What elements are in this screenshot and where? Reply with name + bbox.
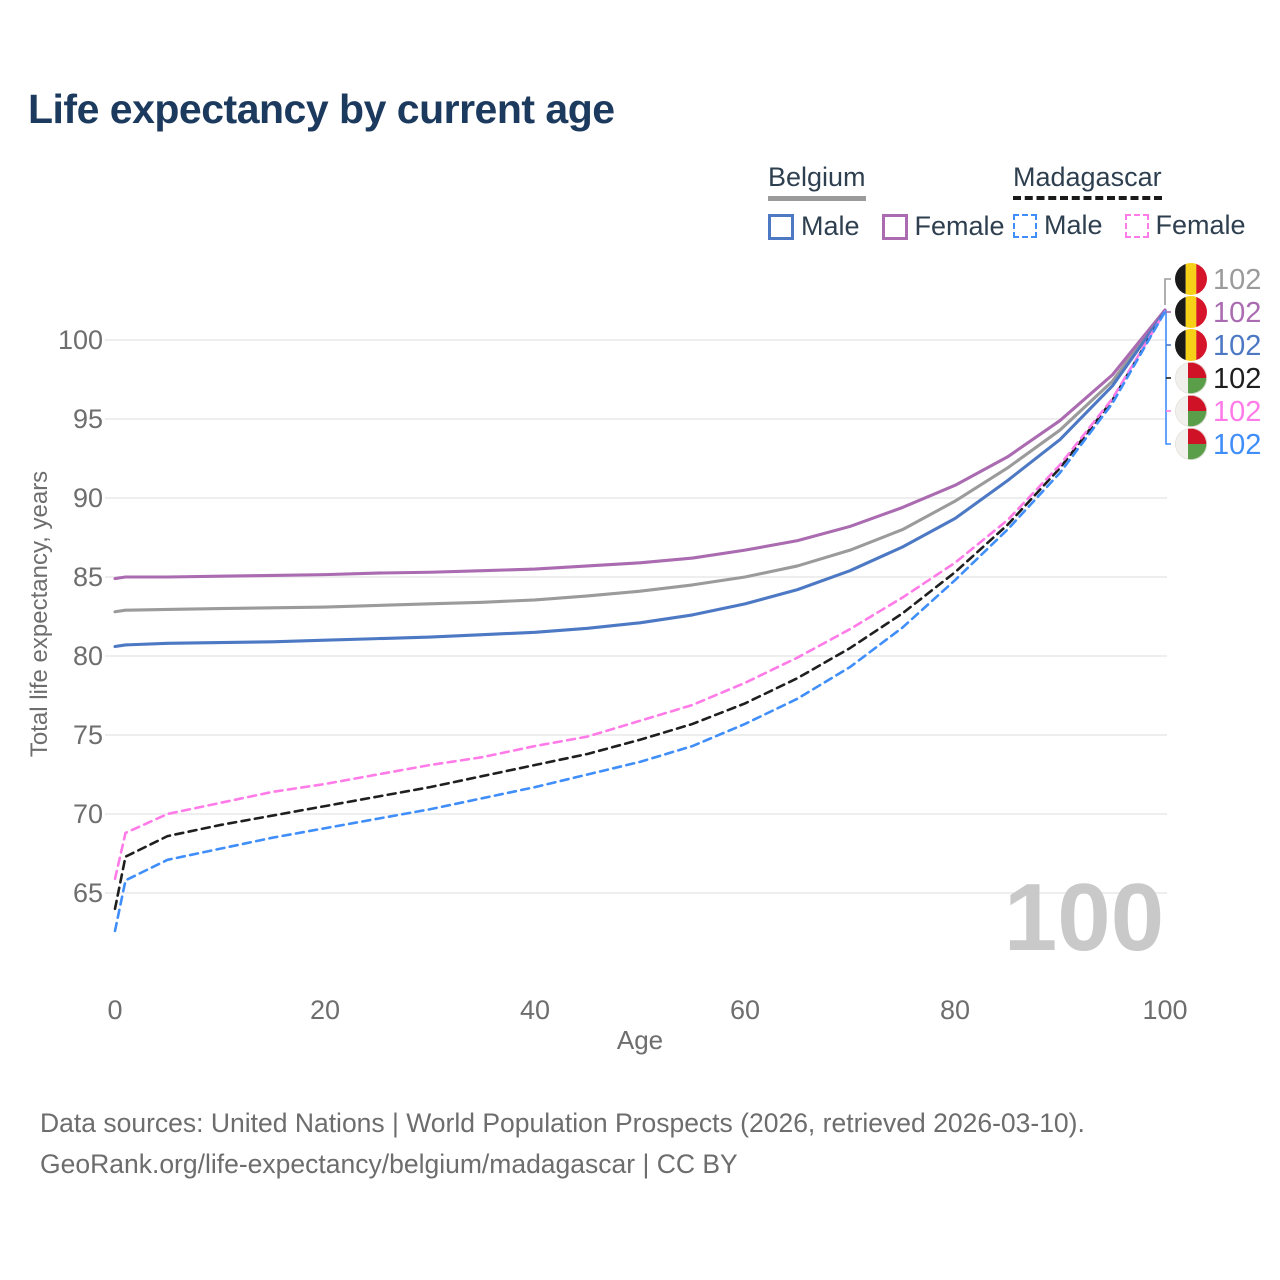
legend-label-belgium-male[interactable]: Male [801,211,860,241]
chart-title: Life expectancy by current age [28,86,615,132]
series-line-madagascar-both-sexes[interactable] [113,310,1167,911]
end-value-label-belgium-both-sexes: 102 [1213,264,1261,296]
belgium-line-style-sample [768,196,866,201]
axis-title-x: Age [617,1025,663,1055]
series-line-madagascar-male[interactable] [113,310,1167,933]
series-line-belgium-male[interactable] [113,310,1167,649]
series-line-madagascar-female[interactable] [113,310,1167,881]
end-value-label-madagascar-male: 102 [1213,429,1261,461]
madagascar-flag-icon [1175,395,1207,427]
legend-group-belgium: Belgium Male Female [768,162,1027,242]
y-tick-label: 75 [73,720,103,750]
end-value-label-belgium-female: 102 [1213,297,1261,329]
x-tick-label: 60 [730,995,760,1025]
data-source-footer: Data sources: United Nations | World Pop… [40,1103,1085,1185]
legend-country-label: Madagascar [1013,162,1162,192]
end-value-label-madagascar-female: 102 [1213,396,1261,428]
legend-swatch-belgium-female[interactable] [881,213,908,240]
series-line-belgium-both-sexes[interactable] [113,308,1167,614]
end-value-label-madagascar-both-sexes: 102 [1213,363,1261,395]
y-tick-label: 80 [73,641,103,671]
madagascar-flag-icon [1175,362,1207,394]
belgium-flag-icon [1175,329,1207,361]
x-tick-label: 100 [1142,995,1187,1025]
y-tick-label: 85 [73,562,103,592]
footer-line-2: GeoRank.org/life-expectancy/belgium/mada… [40,1149,738,1179]
legend-swatch-madagascar-female[interactable] [1124,213,1149,238]
madagascar-flag-icon [1175,428,1207,460]
footer-line-1: Data sources: United Nations | World Pop… [40,1108,1085,1138]
y-tick-label: 65 [73,878,103,908]
belgium-flag-icon [1175,263,1207,295]
x-tick-label: 0 [107,995,122,1025]
legend-label-madagascar-female[interactable]: Female [1155,210,1246,240]
series-line-belgium-female[interactable] [113,308,1167,581]
y-tick-label: 100 [58,325,103,355]
leader-line [1164,278,1171,305]
legend-swatch-madagascar-male[interactable] [1013,213,1037,238]
legend-country-label: Belgium [768,162,866,192]
legend-country-madagascar[interactable]: Madagascar [1013,162,1162,202]
legend-country-belgium[interactable]: Belgium [768,162,866,203]
legend-label-belgium-female[interactable]: Female [914,211,1005,241]
axis-title-y: Total life expectancy, years [26,471,53,757]
madagascar-line-style-sample [1013,196,1162,200]
age-watermark: 100 [1004,864,1164,971]
x-tick-label: 20 [310,995,340,1025]
end-value-label-belgium-male: 102 [1213,330,1261,362]
y-tick-label: 90 [73,483,103,513]
y-tick-label: 70 [73,799,103,829]
y-tick-label: 95 [73,404,103,434]
x-tick-label: 80 [940,995,970,1025]
legend-group-madagascar: Madagascar Male Female [1013,162,1268,241]
legend-label-madagascar-male[interactable]: Male [1044,210,1103,240]
legend-swatch-belgium-male[interactable] [768,213,794,240]
x-tick-label: 40 [520,995,550,1025]
leader-line [1165,310,1171,445]
belgium-flag-icon [1175,296,1207,328]
